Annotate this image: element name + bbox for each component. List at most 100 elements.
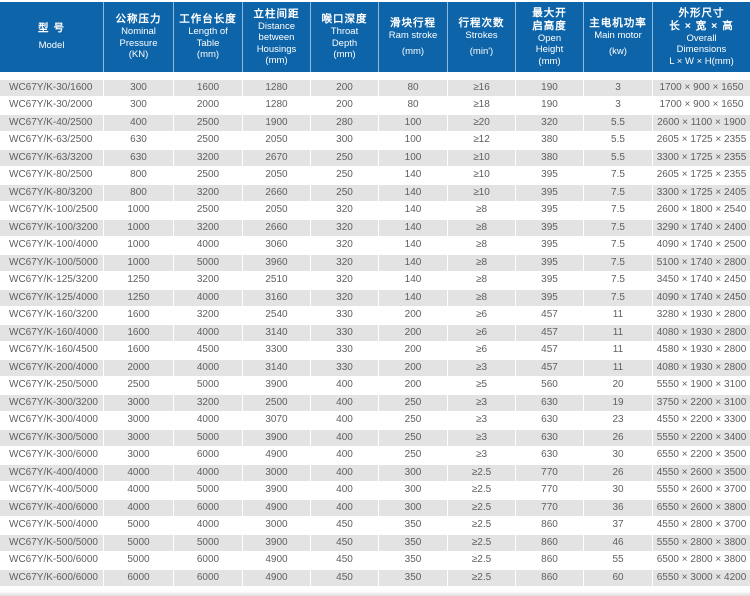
table-row: WC67Y/K-400/6000 4000 6000 4900 400 300 ≥2.5 77… [0,499,750,517]
table-cell: ≥3 [447,395,515,411]
table-row: WC67Y/K-100/5000 1000 5000 3960 320 140 ≥8 395 7… [0,254,750,272]
table-cell: 200 [310,80,378,96]
header-housing-distance: 立柱间距 Distance between Housings (mm) [242,2,310,72]
table-cell: 4500 [173,341,242,359]
header-line-en: Depth [331,37,358,49]
table-cell: 300 [103,96,173,114]
table-cell: 5550 × 2200 × 3400 [652,430,750,446]
table-cell: 2500 [173,166,242,184]
table-cell: 3200 [173,220,242,236]
table-cell: 630 [515,411,583,429]
table-cell: ≥2.5 [447,516,515,534]
table-cell: 3900 [242,430,310,446]
table-row: WC67Y/K-80/3200 800 3200 2660 250 140 ≥10 395 7.… [0,184,750,202]
table-cell: 630 [103,150,173,166]
table-cell: 250 [310,166,378,184]
table-cell: 1600 [103,306,173,324]
table-cell: 5.5 [583,150,652,166]
model-cell: WC67Y/K-300/4000 [9,414,98,426]
table-cell: 140 [378,220,447,236]
table-cell: 1250 [103,290,173,306]
table-row: WC67Y/K-200/4000 2000 4000 3140 330 200 ≥3 457 1… [0,359,750,377]
table-row: WC67Y/K-100/3200 1000 3200 2660 320 140 ≥8 395 7… [0,219,750,237]
table-cell: ≥6 [447,325,515,341]
table-cell: 1700 × 900 × 1650 [652,96,750,114]
header-line-en: between [258,32,295,43]
table-cell: 450 [310,516,378,534]
header-line-zh: 启高度 [532,19,567,32]
model-cell: WC67Y/K-125/3200 [9,274,98,286]
model-cell: WC67Y/K-300/5000 [9,431,98,443]
table-cell: 3200 [173,150,242,166]
table-cell: 1000 [103,236,173,254]
table-cell: 1600 [173,80,242,96]
table-cell: 395 [515,271,583,289]
table-cell: 4000 [173,411,242,429]
table-cell: ≥3 [447,430,515,446]
table-cell: 80 [378,96,447,114]
table-cell: 80 [378,80,447,96]
table-cell: 860 [515,570,583,586]
model-cell: WC67Y/K-100/3200 [9,221,98,233]
table-cell: ≥3 [447,446,515,464]
table-cell: 300 [378,465,447,481]
table-cell: 457 [515,360,583,376]
table-cell: 30 [583,446,652,464]
table-header-row: 型 号 Model 公称压力 Nominal Pressure (KN) 工作台长度 Le… [0,0,750,72]
header-nominal-pressure: 公称压力 Nominal Pressure (KN) [103,2,173,72]
table-cell: 7.5 [583,255,652,271]
table-cell: 3900 [242,376,310,394]
table-cell: 4900 [242,446,310,464]
table-cell: 280 [310,115,378,131]
table-cell: 3060 [242,236,310,254]
table-cell: 2600 × 1800 × 2540 [652,201,750,219]
table-cell: 2500 [242,395,310,411]
table-cell: ≥8 [447,271,515,289]
table-cell: 200 [310,96,378,114]
header-strokes: 行程次数 Strokes (min') [447,2,515,72]
table-cell: 450 [310,570,378,586]
table-cell: 350 [378,551,447,569]
table-cell: 6500 × 2800 × 3800 [652,551,750,569]
table-cell: 395 [515,255,583,271]
header-line-en: L × W × H(mm) [669,55,734,67]
model-cell: WC67Y/K-80/3200 [9,186,93,198]
table-row: WC67Y/K-400/5000 4000 5000 3900 400 300 ≥2.5 77… [0,481,750,499]
table-cell: 395 [515,290,583,306]
table-row: WC67Y/K-300/5000 3000 5000 3900 400 250 ≥3 630 2… [0,429,750,447]
table-cell: 4900 [242,570,310,586]
table-cell: 5000 [103,551,173,569]
table-cell: 630 [515,446,583,464]
table-cell: 2000 [103,360,173,376]
table-cell: 3000 [103,395,173,411]
table-cell: 330 [310,325,378,341]
table-cell: 2500 [173,115,242,131]
table-cell: 190 [515,96,583,114]
table-cell: 46 [583,535,652,551]
table-cell: 2050 [242,131,310,149]
table-cell: 5550 × 2600 × 3700 [652,481,750,499]
model-cell: WC67Y/K-300/3200 [9,396,98,408]
table-cell: 4550 × 2800 × 3700 [652,516,750,534]
header-line-en: Dimensions [676,44,727,56]
table-cell: 140 [378,166,447,184]
table-cell: 1000 [103,220,173,236]
header-line-zh: 喉口深度 [321,13,368,26]
table-cell: 3280 × 1930 × 2800 [652,306,750,324]
table-cell: ≥2.5 [447,465,515,481]
table-cell: 330 [310,306,378,324]
header-line-zh: 最大开 [532,6,567,19]
table-cell: 6000 [173,551,242,569]
table-cell: ≥6 [447,341,515,359]
table-cell: 3 [583,80,652,96]
header-throat-depth: 喉口深度 Throat Depth (mm) [310,2,378,72]
table-cell: 5.5 [583,131,652,149]
table-cell: ≥10 [447,150,515,166]
table-cell: 400 [310,376,378,394]
table-cell: 250 [378,430,447,446]
table-row: WC67Y/K-160/4500 1600 4500 3300 330 200 ≥6 457 1… [0,341,750,359]
table-cell: 19 [583,395,652,411]
table-cell: 2600 × 1100 × 1900 [652,115,750,131]
table-cell: 30 [583,481,652,499]
header-dimensions: 外形尺寸长 × 宽 × 高 Overall Dimensions L × W × H(… [652,2,750,72]
